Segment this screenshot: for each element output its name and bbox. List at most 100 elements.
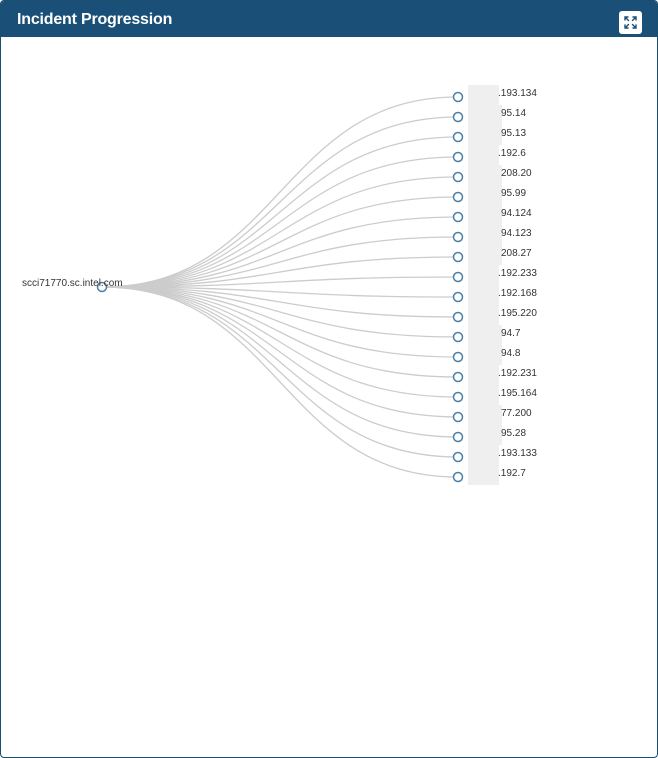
node-label: 95.13	[501, 128, 526, 139]
redacted-block	[468, 365, 499, 385]
tree-link	[101, 96, 459, 288]
tree-node-child[interactable]: .192.233	[452, 265, 538, 285]
redacted-block	[468, 265, 499, 285]
tree-node-child[interactable]: .195.164	[452, 385, 538, 405]
tree-link	[101, 256, 459, 288]
tree-node-child[interactable]: 95.13	[452, 125, 527, 145]
tree-link	[101, 136, 459, 288]
redacted-block	[468, 145, 499, 165]
tree-node-child[interactable]: 94.7	[452, 325, 521, 345]
node-circle[interactable]	[452, 251, 464, 263]
tree-link	[101, 286, 459, 458]
redacted-block	[468, 105, 502, 125]
node-label: 95.14	[501, 108, 526, 119]
node-label: 94.8	[501, 348, 521, 359]
node-circle[interactable]	[452, 211, 464, 223]
tree-node-child[interactable]: 94.124	[452, 205, 533, 225]
node-circle[interactable]	[452, 451, 464, 463]
tree-link	[101, 236, 459, 288]
tree-node-child[interactable]: 208.20	[452, 165, 533, 185]
tree-link	[101, 286, 459, 378]
tree-node-child[interactable]: .192.168	[452, 285, 538, 305]
node-circle[interactable]	[452, 351, 464, 363]
tree-link	[101, 286, 459, 318]
redacted-block	[468, 305, 499, 325]
node-circle[interactable]	[452, 311, 464, 323]
tree-node-child[interactable]: .192.6	[452, 145, 527, 165]
node-circle[interactable]	[452, 391, 464, 403]
redacted-block	[468, 425, 502, 445]
node-circle[interactable]	[452, 431, 464, 443]
tree-link	[101, 116, 459, 288]
node-label: 94.7	[501, 328, 521, 339]
redacted-block	[468, 345, 502, 365]
node-circle[interactable]	[452, 371, 464, 383]
redacted-block	[468, 405, 502, 425]
redacted-block	[468, 125, 502, 145]
tree-node-child[interactable]: .192.7	[452, 465, 527, 485]
node-label: .192.168	[498, 288, 537, 299]
node-circle[interactable]	[452, 271, 464, 283]
tree-node-child[interactable]: 94.123	[452, 225, 533, 245]
redacted-block	[468, 325, 502, 345]
redacted-block	[468, 285, 499, 305]
tree-node-child[interactable]: 94.8	[452, 345, 521, 365]
expand-icon	[624, 16, 637, 29]
tree-link	[101, 196, 459, 288]
tree-link	[101, 216, 459, 288]
tree-node-root[interactable]: scci71770.sc.intel.com	[22, 278, 123, 293]
redacted-block	[468, 225, 502, 245]
node-circle[interactable]	[452, 111, 464, 123]
node-label: 77.200	[501, 408, 532, 419]
redacted-block	[468, 205, 502, 225]
node-label: .192.6	[498, 148, 526, 159]
tree-node-child[interactable]: 208.27	[452, 245, 533, 265]
tree-link	[101, 286, 459, 398]
node-label: .192.231	[498, 368, 537, 379]
tree-node-child[interactable]: .192.231	[452, 365, 538, 385]
root-node-circle[interactable]	[96, 281, 108, 293]
node-circle[interactable]	[452, 191, 464, 203]
tree-link	[101, 286, 459, 478]
tree-link	[101, 286, 459, 298]
tree-node-child[interactable]: .193.134	[452, 85, 538, 105]
tree-link	[101, 286, 459, 338]
node-circle[interactable]	[452, 91, 464, 103]
node-label: 208.20	[501, 168, 532, 179]
node-label: .192.233	[498, 268, 537, 279]
tree-node-child[interactable]: 77.200	[452, 405, 533, 425]
links-layer	[101, 96, 459, 478]
root-node-label: scci71770.sc.intel.com	[22, 278, 123, 289]
node-circle[interactable]	[452, 171, 464, 183]
redacted-block	[468, 465, 499, 485]
node-label: .193.134	[498, 88, 537, 99]
node-label: 94.123	[501, 228, 532, 239]
tree-link	[101, 286, 459, 358]
node-circle[interactable]	[452, 291, 464, 303]
node-circle[interactable]	[452, 331, 464, 343]
node-label: 95.28	[501, 428, 526, 439]
node-circle[interactable]	[452, 471, 464, 483]
node-label: 95.99	[501, 188, 526, 199]
nodes-layer: .193.134 95.14 95.13 .192.6 208.20 95.99 94.12…	[22, 85, 537, 485]
tree-node-child[interactable]: 95.99	[452, 185, 527, 205]
node-label: 208.27	[501, 248, 532, 259]
tree-link	[101, 156, 459, 288]
node-label: .192.7	[498, 468, 526, 479]
expand-button[interactable]	[619, 11, 642, 34]
node-circle[interactable]	[452, 231, 464, 243]
node-label: .193.133	[498, 448, 537, 459]
node-label: .195.164	[498, 388, 537, 399]
node-label: .195.220	[498, 308, 537, 319]
tree-node-child[interactable]: .195.220	[452, 305, 538, 325]
node-circle[interactable]	[452, 411, 464, 423]
tree-node-child[interactable]: 95.28	[452, 425, 527, 445]
node-label: 94.124	[501, 208, 532, 219]
tree-link	[101, 176, 459, 288]
node-circle[interactable]	[452, 131, 464, 143]
tree-node-child[interactable]: 95.14	[452, 105, 527, 125]
tree-node-child[interactable]: .193.133	[452, 445, 538, 465]
node-circle[interactable]	[452, 151, 464, 163]
redacted-block	[468, 165, 502, 185]
